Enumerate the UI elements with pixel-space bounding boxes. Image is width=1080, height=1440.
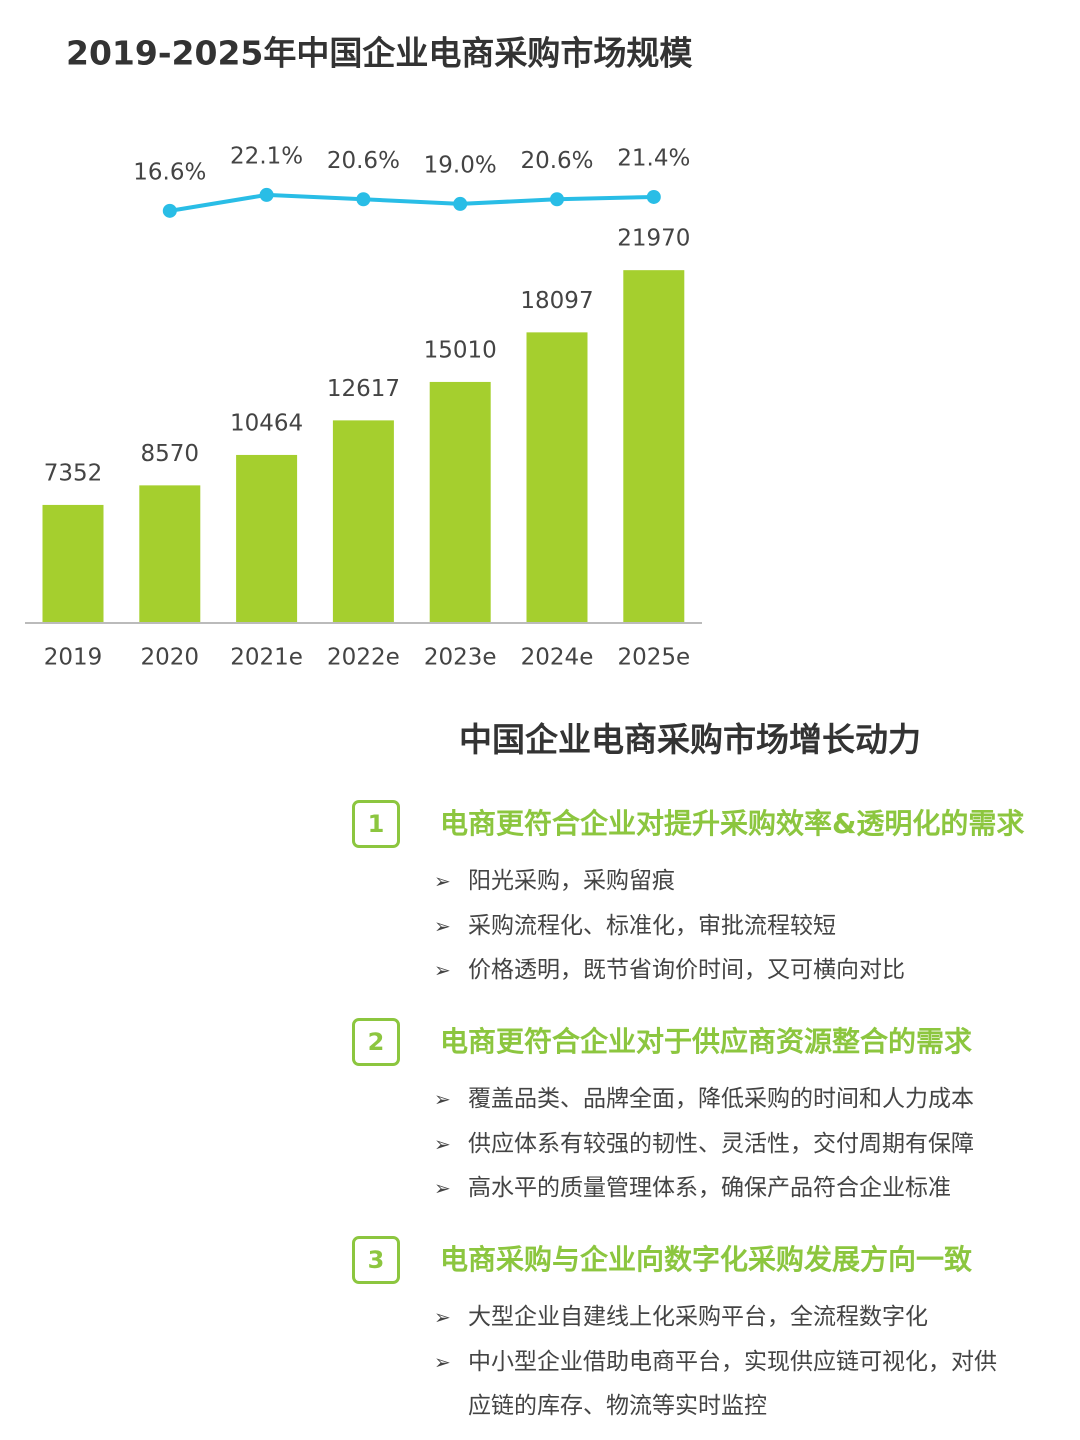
line-point <box>259 187 274 202</box>
line-point <box>646 189 661 204</box>
x-tick-label: 2024e <box>521 645 594 671</box>
section-title: 中国企业电商采购市场增长动力 <box>459 720 921 759</box>
bullet-item: 采购流程化、标准化，审批流程较短 <box>434 904 1016 948</box>
section-number: 2 <box>352 1018 400 1066</box>
bar <box>139 485 201 623</box>
line-point <box>453 196 468 211</box>
bullet-item: 阳光采购，采购留痕 <box>434 859 1016 903</box>
bar <box>623 270 685 623</box>
data-label: 22.1% <box>230 143 303 169</box>
data-label: 18097 <box>520 288 593 314</box>
x-tick-label: 2020 <box>141 645 200 671</box>
x-tick-label: 2025e <box>617 645 690 671</box>
chart-title: 2019-2025年中国企业电商采购市场规模 <box>66 34 693 73</box>
bar <box>429 381 491 623</box>
section-number: 1 <box>352 800 400 848</box>
bullet-item: 覆盖品类、品牌全面，降低采购的时间和人力成本 <box>434 1077 1016 1121</box>
bar <box>42 504 104 623</box>
section-number: 3 <box>352 1236 400 1284</box>
data-label: 15010 <box>424 337 497 363</box>
chart: 2019-2025年中国企业电商采购市场规模 2019 2020 2021e 2022… <box>25 34 702 671</box>
data-label: 10464 <box>230 410 303 436</box>
line-point <box>356 192 371 207</box>
section-heading: 电商采购与企业向数字化采购发展方向一致 <box>440 1243 973 1276</box>
bar <box>526 332 588 623</box>
bullet-item: 大型企业自建线上化采购平台，全流程数字化 <box>434 1295 1016 1339</box>
data-label: 12617 <box>327 376 400 402</box>
line <box>169 192 654 213</box>
data-label: 21970 <box>617 226 690 252</box>
bullet-item: 供应体系有较强的韧性、灵活性，交付周期有保障 <box>434 1122 1016 1166</box>
line-point <box>550 192 564 207</box>
data-label: 20.6% <box>327 148 400 174</box>
x-tick-label: 2019 <box>44 645 103 671</box>
bullet-item: 高水平的质量管理体系，确保产品符合企业标准 <box>434 1166 1016 1210</box>
x-tick-label: 2023e <box>424 645 497 671</box>
x-tick-label: 2021e <box>230 645 303 671</box>
data-label: 7352 <box>44 460 103 486</box>
data-label: 20.6% <box>520 148 593 174</box>
bullet-item: 中小型企业借助电商平台，实现供应链可视化，对供应链的库存、物流等实时监控 <box>434 1340 1016 1428</box>
section-heading: 电商更符合企业对提升采购效率&透明化的需求 <box>440 807 1025 840</box>
line-point <box>162 203 177 218</box>
bar <box>236 454 298 623</box>
data-label: 21.4% <box>617 145 690 171</box>
bar <box>332 420 394 623</box>
data-label: 16.6% <box>133 159 206 185</box>
x-tick-label: 2022e <box>327 645 400 671</box>
data-label: 19.0% <box>424 152 497 178</box>
section-heading: 电商更符合企业对于供应商资源整合的需求 <box>440 1025 973 1058</box>
data-label: 8570 <box>141 441 200 467</box>
bullet-item: 价格透明，既节省询价时间，又可横向对比 <box>434 948 1016 992</box>
